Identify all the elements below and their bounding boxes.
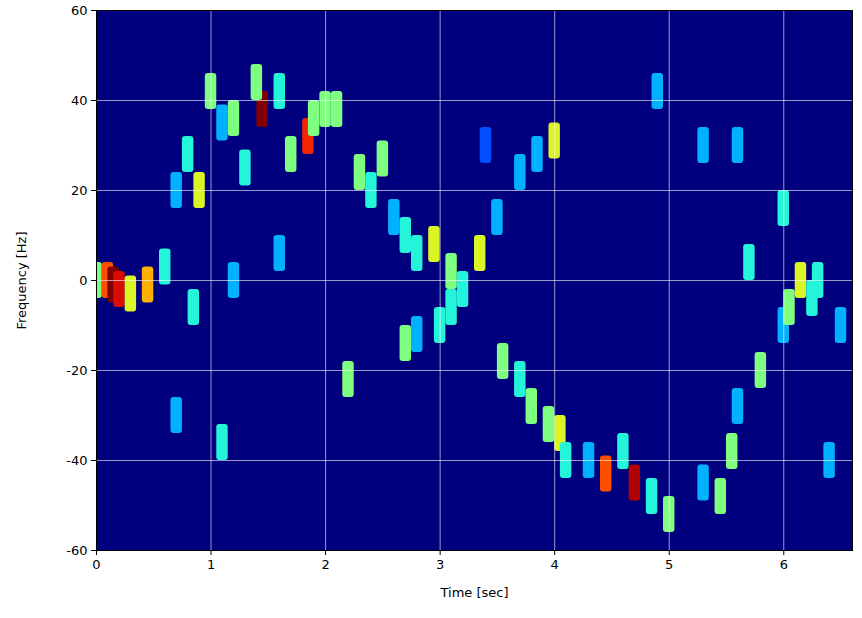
svg-text:60: 60: [71, 3, 88, 18]
svg-text:0: 0: [79, 273, 87, 288]
svg-text:0: 0: [92, 557, 100, 572]
svg-text:6: 6: [780, 557, 788, 572]
svg-text:40: 40: [71, 93, 88, 108]
svg-text:5: 5: [665, 557, 673, 572]
svg-text:Frequency [Hz]: Frequency [Hz]: [14, 231, 29, 329]
svg-text:-40: -40: [66, 453, 87, 468]
svg-text:-60: -60: [66, 543, 87, 558]
svg-text:Time [sec]: Time [sec]: [439, 585, 508, 600]
svg-text:4: 4: [551, 557, 559, 572]
svg-text:20: 20: [71, 183, 88, 198]
svg-text:1: 1: [207, 557, 215, 572]
svg-text:3: 3: [436, 557, 444, 572]
svg-text:2: 2: [321, 557, 329, 572]
svg-text:-20: -20: [66, 363, 87, 378]
